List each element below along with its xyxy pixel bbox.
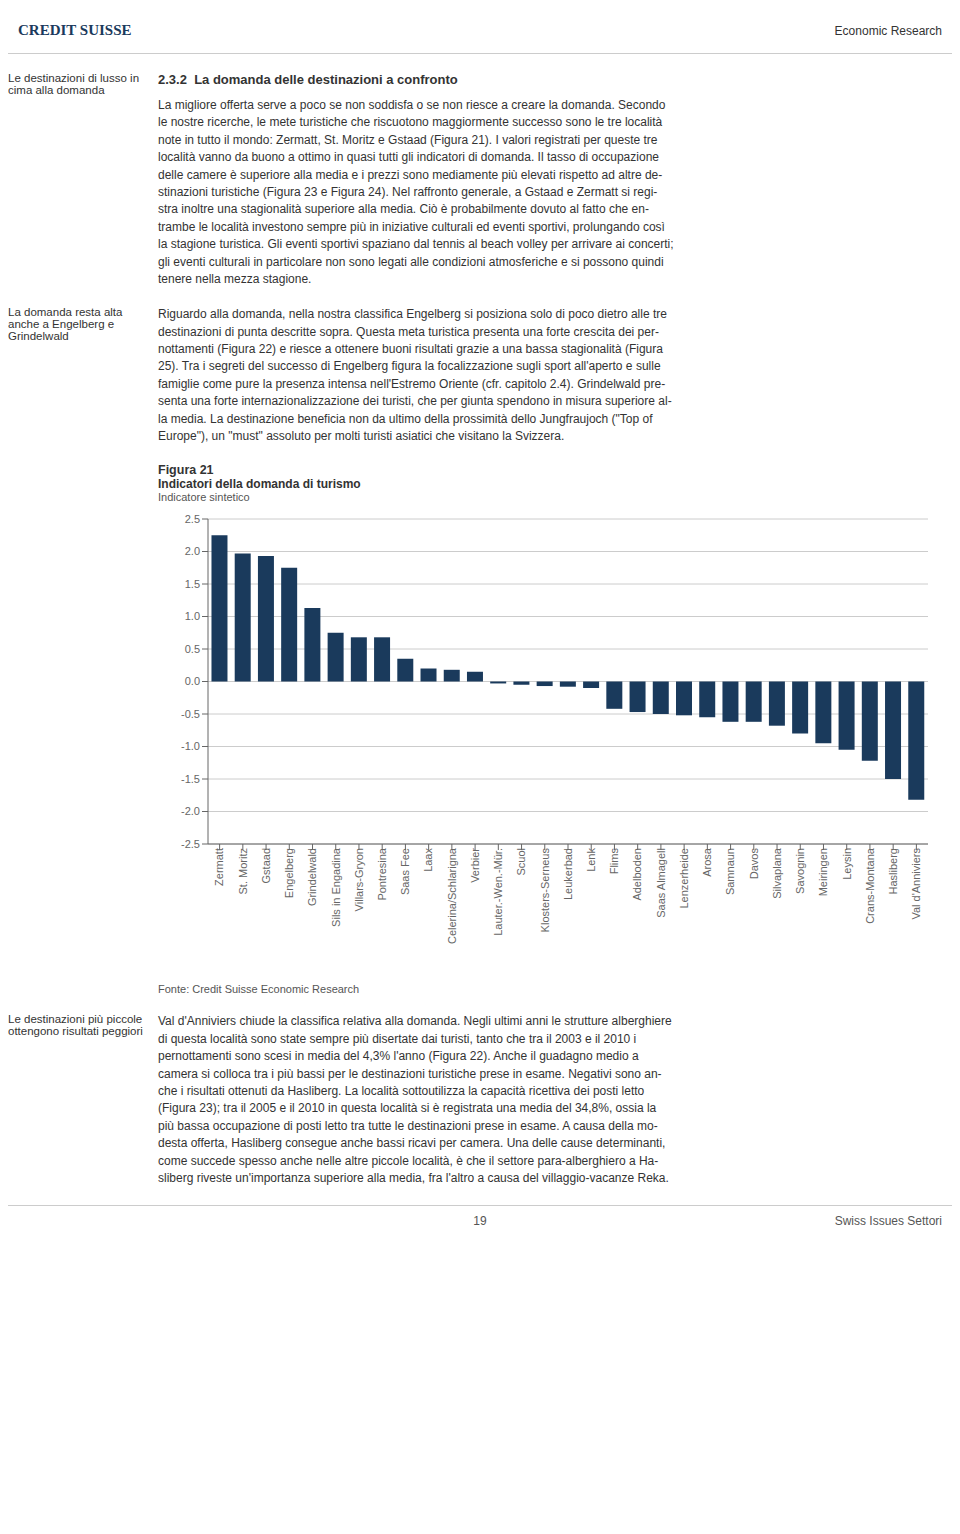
svg-text:2.0: 2.0 — [185, 546, 200, 558]
svg-text:Leukerbad: Leukerbad — [562, 848, 574, 900]
svg-text:1.0: 1.0 — [185, 611, 200, 623]
svg-text:Adelboden: Adelboden — [631, 848, 643, 901]
svg-text:Arosa: Arosa — [701, 848, 713, 878]
svg-text:-1.5: -1.5 — [181, 773, 200, 785]
svg-text:2.5: 2.5 — [185, 513, 200, 525]
svg-text:-2.0: -2.0 — [181, 806, 200, 818]
svg-text:-1.0: -1.0 — [181, 741, 200, 753]
html-text:Swiss Issues Settori: Swiss Issues Settori — [834, 1214, 942, 1229]
svg-text:Grindelwald: Grindelwald — [306, 848, 318, 906]
svg-text:Lenk: Lenk — [585, 848, 597, 872]
html-text:2.3.2 La domanda delle destina: 2.3.2 La domanda delle destinazioni a co… — [158, 72, 458, 87]
svg-text:Leysin: Leysin — [841, 848, 853, 880]
svg-text:Saas Fee: Saas Fee — [399, 848, 411, 895]
svg-text:Villars-Gryon: Villars-Gryon — [353, 848, 365, 911]
svg-text:-2.5: -2.5 — [181, 838, 200, 850]
html-text:Fonte: Credit Suisse Economic: Fonte: Credit Suisse Economic Research — [158, 983, 360, 996]
svg-text:Sils in Engadina: Sils in Engadina — [330, 848, 342, 928]
svg-text:St. Moritz: St. Moritz — [237, 848, 249, 894]
html-text:La migliore offerta serve a po: La migliore offerta serve a poco se non … — [158, 98, 674, 286]
svg-text:Savognin: Savognin — [794, 848, 806, 894]
html-text:Le destinazioni più piccole ot: Le destinazioni più piccole ottengono ri… — [8, 1013, 143, 1038]
svg-text:Flims: Flims — [608, 848, 620, 875]
svg-text:Meiringen: Meiringen — [817, 848, 829, 896]
html-text:Economic Research: Economic Research — [834, 23, 942, 38]
svg-text:Davos: Davos — [748, 848, 760, 880]
html-text:Indicatore sintetico: Indicatore sintetico — [158, 491, 250, 504]
svg-text:Engelberg: Engelberg — [283, 848, 295, 898]
svg-text:Val d'Anniviers: Val d'Anniviers — [910, 848, 922, 920]
svg-text:Laax: Laax — [422, 848, 434, 872]
svg-text:Silvaplana: Silvaplana — [771, 848, 783, 900]
svg-text:Verbier: Verbier — [469, 848, 481, 883]
html-text:Indicatori della domanda di tu: Indicatori della domanda di turismo — [158, 477, 361, 492]
svg-text:0.0: 0.0 — [185, 676, 200, 688]
html-text:Figura 21: Figura 21 — [158, 463, 214, 478]
svg-text:Pontresina: Pontresina — [376, 848, 388, 901]
svg-text:1.5: 1.5 — [185, 578, 200, 590]
html-text:Val d'Anniviers chiude la clas: Val d'Anniviers chiude la classifica rel… — [158, 1014, 672, 1185]
html-text:Riguardo alla domanda, nella n: Riguardo alla domanda, nella nostra clas… — [158, 307, 672, 443]
html-text:CREDIT SUISSE: CREDIT SUISSE — [18, 22, 132, 38]
html-text:Le destinazioni di lusso in ci: Le destinazioni di lusso in cima alla do… — [8, 72, 140, 96]
svg-text:Celerina/Schlarigna: Celerina/Schlarigna — [446, 848, 458, 945]
html-text:19: 19 — [473, 1214, 487, 1229]
svg-text:-0.5: -0.5 — [181, 708, 200, 720]
svg-text:Hasliberg: Hasliberg — [887, 848, 899, 894]
svg-text:Klosters-Serneus: Klosters-Serneus — [539, 848, 551, 933]
svg-text:Lenzerheide: Lenzerheide — [678, 848, 690, 909]
svg-text:Zermatt: Zermatt — [213, 848, 225, 886]
svg-text:Samnaun: Samnaun — [724, 848, 736, 895]
html-text:La domanda resta alta anche a: La domanda resta alta anche a Engelberg … — [8, 306, 123, 343]
svg-text:Saas Almagell: Saas Almagell — [655, 848, 667, 918]
svg-text:Scuol: Scuol — [515, 848, 527, 876]
svg-text:Crans-Montana: Crans-Montana — [864, 848, 876, 925]
svg-text:0.5: 0.5 — [185, 643, 200, 655]
svg-text:Gstaad: Gstaad — [260, 848, 272, 883]
svg-text:Lauter.-Wen.-Mür.: Lauter.-Wen.-Mür. — [492, 848, 504, 936]
